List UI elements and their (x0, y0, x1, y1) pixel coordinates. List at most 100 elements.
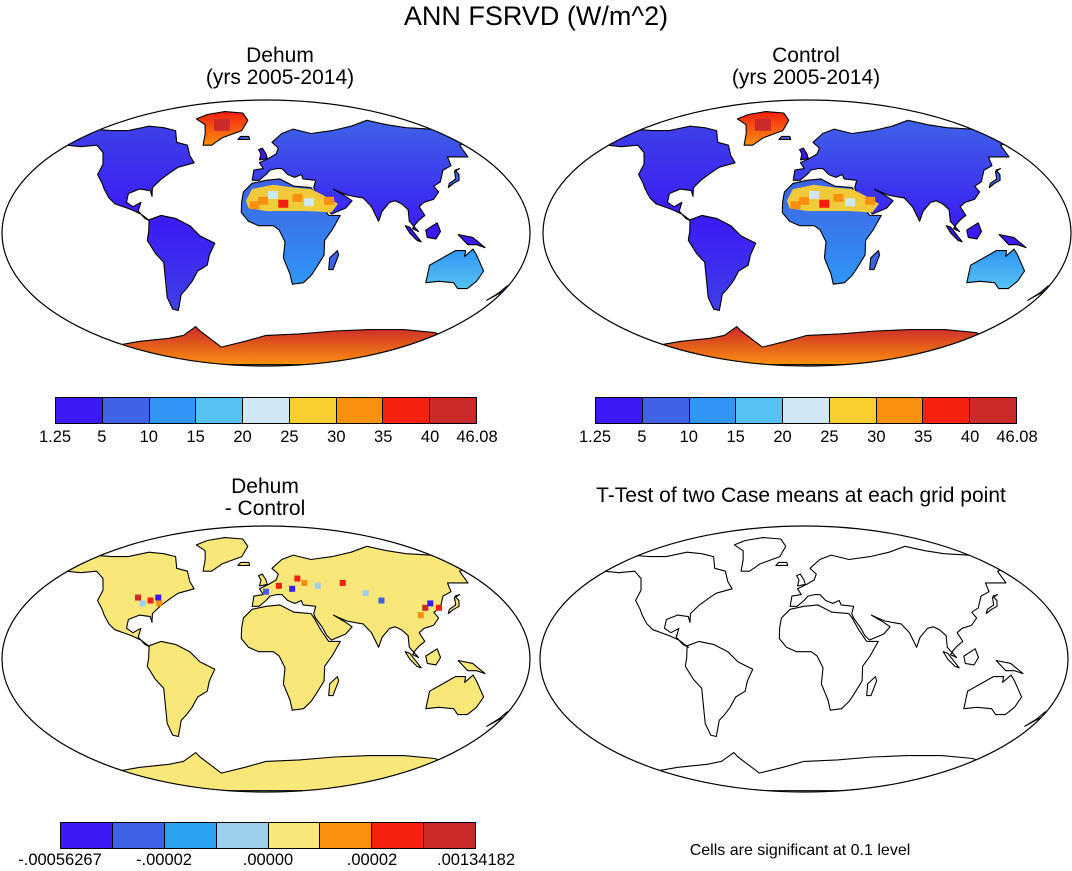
colorbar-swatch (196, 398, 244, 423)
colorbar-swatch (61, 823, 113, 848)
continent-south-america (684, 640, 754, 738)
hot-cell (833, 193, 844, 202)
hot-cell (324, 196, 335, 205)
diff-cell (294, 575, 301, 582)
continent-japan (447, 594, 461, 615)
continent-iceland (237, 135, 251, 140)
hot-cell (292, 193, 303, 202)
colorbar-control-ticks: 1.25 5 10 15 20 25 30 35 40 46.08 (579, 428, 1038, 448)
diff-cell (289, 585, 296, 592)
colorbar-tick-label: .00002 (346, 851, 398, 869)
colorbar-tick-label: 25 (280, 428, 299, 446)
colorbar-swatch (923, 398, 971, 423)
continent-sumatra (404, 651, 422, 669)
continent-eurasia (792, 119, 1016, 233)
continent-borneo (963, 648, 980, 666)
hot-cell (790, 201, 801, 210)
continent-antarctica (627, 752, 988, 792)
panel-title-control: Control (yrs 2005-2014) (731, 44, 881, 89)
map-frame (539, 525, 1069, 793)
colorbar-difference (60, 822, 476, 849)
hot-cell (278, 199, 289, 208)
continent-british-isles (258, 147, 268, 161)
continent-eurasia (251, 545, 475, 659)
colorbar-swatch (56, 398, 103, 423)
panel-title-dehum: Dehum (yrs 2005-2014) (205, 44, 355, 89)
colorbar-swatch (289, 398, 337, 423)
colorbar-tick-label: 40 (420, 428, 440, 446)
panel-title-difference: Dehum - Control (224, 475, 306, 520)
colorbar-swatch (596, 398, 643, 423)
colorbar-swatch (829, 398, 877, 423)
diff-cell (147, 597, 154, 604)
map-difference (1, 525, 531, 793)
colorbar-tick-label: 20 (233, 428, 252, 446)
colorbar-swatch (320, 823, 373, 848)
continent-africa (240, 604, 341, 711)
continent-madagascar (869, 250, 881, 271)
hot-cell (258, 196, 269, 205)
colorbar-tick-label: 30 (327, 428, 346, 446)
hot-cell (799, 196, 810, 205)
continent-australia (425, 674, 485, 716)
colorbar-swatch (112, 823, 165, 848)
continent-south-america (687, 214, 757, 312)
continent-new-guinea (457, 233, 486, 249)
continent-antarctica (89, 326, 450, 366)
continent-british-isles (796, 573, 806, 587)
diff-cell (314, 582, 321, 589)
map-ttest (539, 525, 1069, 793)
colorbar-swatch (424, 823, 475, 848)
diff-cell (301, 579, 308, 586)
panel-title-ttest: T-Test of two Case means at each grid po… (596, 484, 1006, 507)
colorbar-tick-label: 35 (914, 428, 933, 446)
colorbar-swatch (102, 398, 150, 423)
hot-cell (865, 196, 876, 205)
hot-cell (754, 118, 771, 131)
colorbar-tick-label: 40 (960, 428, 980, 446)
continent-north-america (65, 125, 195, 222)
colorbar-tick-label: 46.08 (996, 428, 1038, 446)
map-control (542, 99, 1072, 367)
diff-cell (422, 604, 429, 611)
colorbar-tick-label: 46.08 (456, 428, 498, 446)
colorbar-tick-label: 15 (186, 428, 205, 446)
continent-sumatra (942, 651, 960, 669)
diff-cell (275, 582, 282, 589)
diff-cell (139, 600, 146, 607)
colorbar-swatch (970, 398, 1017, 423)
continent-japan (447, 168, 461, 189)
colorbar-tick-label: 30 (867, 428, 886, 446)
continent-eurasia (251, 119, 475, 233)
figure-title: ANN FSRVD (W/m^2) (403, 1, 669, 31)
colorbar-tick-label: .00000 (242, 851, 294, 869)
colorbar-tick-label: 1.25 (578, 428, 612, 446)
continent-japan (985, 594, 999, 615)
map-frame (542, 99, 1072, 367)
hot-cell (304, 198, 315, 207)
continent-british-isles (799, 147, 809, 161)
diff-cell (339, 579, 346, 586)
colorbar-control (595, 397, 1017, 424)
continent-antarctica (89, 752, 450, 792)
continent-north-america (65, 551, 195, 648)
diff-cell (362, 590, 369, 597)
colorbar-swatch (372, 823, 425, 848)
colorbar-tick-label: 10 (139, 428, 158, 446)
colorbar-swatch (164, 823, 217, 848)
colorbar-tick-label: 20 (773, 428, 792, 446)
diff-cell (263, 588, 269, 595)
colorbar-dehum (55, 397, 477, 424)
continent-iceland (775, 561, 789, 566)
continent-iceland (778, 135, 792, 140)
continent-africa (778, 604, 879, 711)
colorbar-swatch (216, 823, 269, 848)
continent-iceland (237, 561, 251, 566)
colorbar-swatch (336, 398, 384, 423)
colorbar-swatch (149, 398, 197, 423)
colorbar-dehum-ticks: 1.25 5 10 15 20 25 30 35 40 46.08 (39, 428, 498, 448)
continent-south-america (146, 640, 216, 738)
hot-cell (249, 201, 260, 210)
continent-borneo (966, 222, 983, 240)
colorbar-tick-label: -.00056267 (18, 851, 102, 869)
